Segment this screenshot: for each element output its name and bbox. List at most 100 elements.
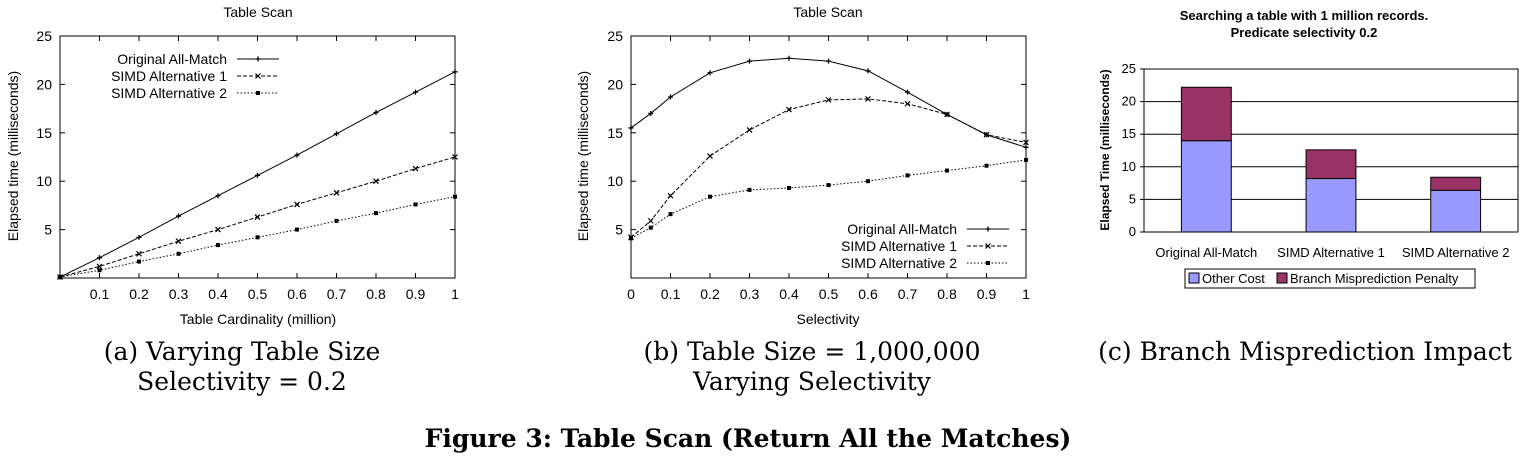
data-point	[412, 165, 419, 172]
bar-branch-misprediction-penalty	[1305, 149, 1357, 180]
chart-b-caption-line-1: (b) Table Size = 1,000,000	[644, 337, 981, 366]
data-point	[176, 251, 181, 256]
data-point	[707, 153, 713, 159]
data-point	[708, 194, 712, 199]
legend-label: Other Cost	[1202, 271, 1265, 286]
x-tick-label: 1	[451, 286, 459, 302]
series-original-all-match	[57, 69, 458, 280]
bar-other-cost	[1430, 189, 1482, 233]
data-point	[905, 89, 910, 95]
x-tick-label: 0.5	[819, 286, 839, 302]
data-point	[294, 152, 300, 158]
y-tick-label: 15	[36, 125, 52, 141]
data-point	[984, 163, 989, 168]
legend-marker	[256, 91, 260, 95]
y-tick-label: 20	[36, 76, 52, 92]
data-point	[866, 179, 870, 184]
data-point	[97, 255, 102, 261]
data-point	[944, 111, 950, 118]
x-tick-label: 0.4	[208, 286, 228, 302]
y-tick-label: 5	[1129, 191, 1136, 206]
x-tick-label: 0	[627, 286, 635, 302]
legend-marker	[986, 261, 990, 265]
legend-marker	[255, 73, 261, 79]
data-point	[136, 234, 142, 240]
legend-label: SIMD Alternative 1	[841, 238, 957, 254]
x-category-label: Original All-Match	[1155, 245, 1257, 260]
series-line	[630, 159, 1027, 239]
data-point	[452, 154, 458, 160]
data-point	[668, 212, 673, 217]
data-point	[175, 238, 182, 245]
bar-other-cost	[1305, 178, 1357, 233]
x-tick-label: 0.8	[366, 286, 386, 302]
data-point	[96, 263, 103, 270]
chart-a-caption-line-2: Selectivity = 0.2	[137, 367, 347, 396]
x-tick-label: 0.7	[898, 286, 918, 302]
x-tick-label: 0.2	[129, 286, 149, 302]
bar-branch-misprediction-penalty	[1430, 176, 1482, 191]
legend-label: SIMD Alternative 2	[841, 255, 957, 271]
data-point	[648, 225, 653, 230]
data-point	[255, 235, 260, 240]
bar-other-cost	[1180, 140, 1232, 233]
chart-b-caption-line-2: Varying Selectivity	[692, 367, 932, 396]
data-point	[629, 236, 633, 241]
data-point	[945, 168, 949, 173]
data-point	[215, 226, 221, 233]
series-simd-alternative-2	[629, 157, 1028, 241]
data-point	[786, 106, 792, 113]
x-tick-label: 0.8	[937, 286, 957, 302]
data-point	[747, 187, 752, 192]
x-tick-label: 0.1	[90, 286, 110, 302]
y-tick-label: 15	[607, 125, 623, 141]
data-point	[294, 201, 300, 208]
data-point	[373, 178, 379, 185]
chart-b-xlabel: Selectivity	[796, 311, 859, 327]
series-original-all-match	[628, 55, 1029, 150]
data-point	[786, 55, 792, 61]
chart-b-title: Table Scan	[793, 4, 862, 20]
data-point	[413, 89, 418, 95]
legend-marker	[255, 56, 261, 62]
data-point	[334, 131, 339, 137]
chart-b-ylabel: Elapsed time (milliseconds)	[575, 71, 591, 241]
y-tick-label: 5	[44, 222, 52, 238]
series-simd-alternative-2	[58, 194, 457, 280]
chart-a-xlabel: Table Cardinality (million)	[180, 311, 336, 327]
y-tick-label: 10	[1122, 159, 1136, 174]
y-tick-label: 15	[1122, 126, 1136, 141]
chart-c-title-line-1: Searching a table with 1 million records…	[1180, 8, 1429, 23]
data-point	[628, 125, 634, 131]
data-point	[826, 58, 831, 64]
chart-c-ylabel: Elapsed Time (milliseconds)	[1098, 69, 1112, 230]
x-tick-label: 0.4	[779, 286, 799, 302]
y-tick-label: 20	[1122, 94, 1136, 109]
chart-a-title: Table Scan	[223, 4, 292, 20]
chart-c-caption: (c) Branch Misprediction Impact	[1098, 337, 1512, 366]
x-tick-label: 0.9	[977, 286, 997, 302]
data-point	[647, 217, 654, 224]
legend-label: SIMD Alternative 2	[111, 85, 227, 101]
data-point	[825, 96, 832, 103]
series-line	[59, 196, 456, 278]
y-tick-label: 25	[1122, 61, 1136, 76]
chart-a-varying-table-size: Table Scan Elapsed time (milliseconds) T…	[5, 4, 459, 396]
data-point	[865, 95, 871, 102]
data-point	[374, 211, 378, 216]
data-point	[295, 227, 299, 232]
data-point	[137, 259, 141, 264]
chart-c-branch-misprediction: Searching a table with 1 million records…	[1098, 8, 1519, 366]
data-point	[865, 68, 871, 74]
x-tick-label: 0.6	[287, 286, 307, 302]
x-category-label: SIMD Alternative 2	[1402, 245, 1510, 260]
figure-caption: Figure 3: Table Scan (Return All the Mat…	[425, 424, 1072, 453]
x-tick-label: 1	[1022, 286, 1030, 302]
y-tick-label: 10	[607, 173, 623, 189]
series-line	[630, 57, 1027, 148]
data-point	[216, 243, 220, 248]
data-point	[1023, 139, 1029, 146]
y-tick-label: 0	[1129, 224, 1136, 239]
x-tick-label: 0.6	[858, 286, 878, 302]
x-tick-label: 0.5	[248, 286, 268, 302]
